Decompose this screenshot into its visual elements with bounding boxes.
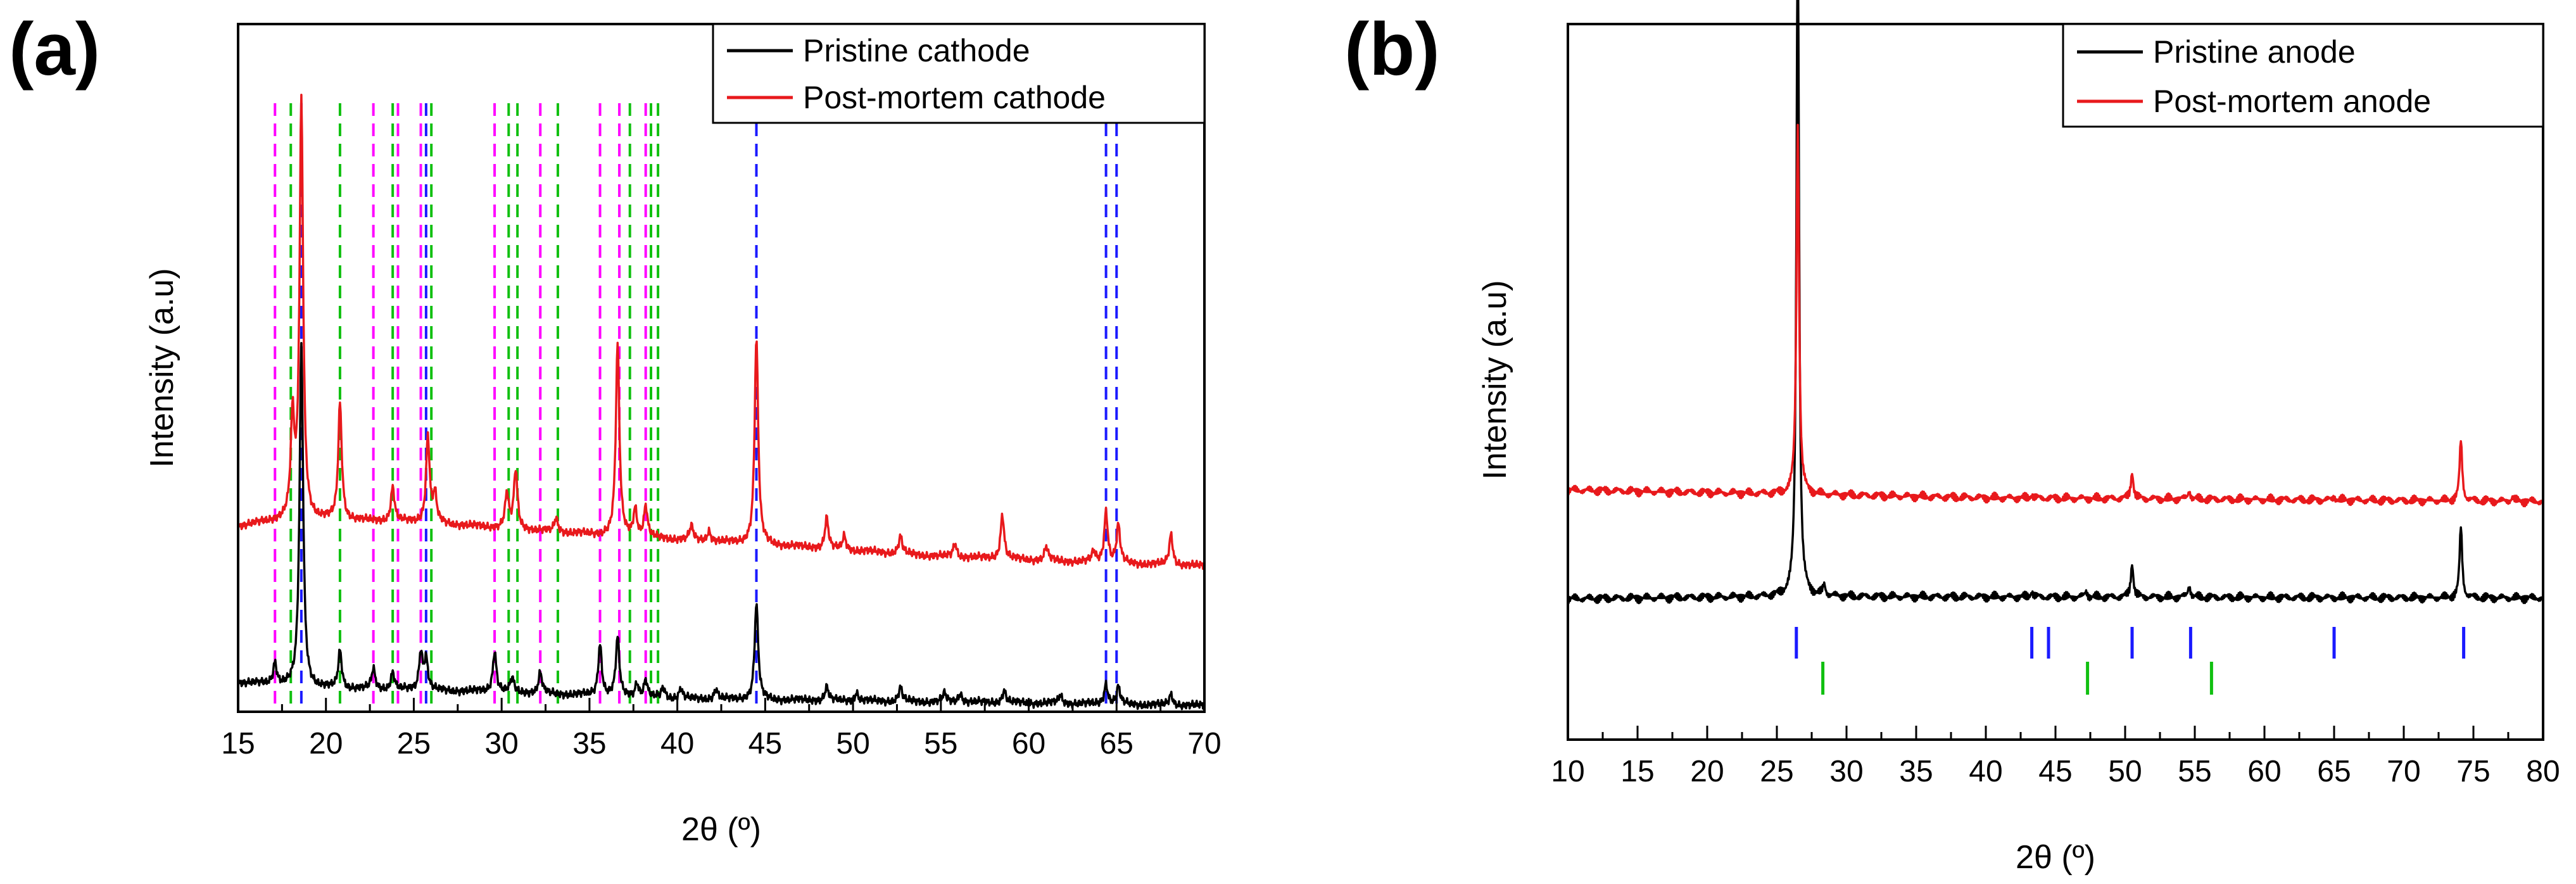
series-line-1	[237, 94, 1206, 571]
x-tick-label: 50	[836, 727, 869, 761]
x-tick-label: 20	[1690, 755, 1724, 788]
legend-a: Pristine cathode Post-mortem cathode	[712, 23, 1206, 124]
x-tick-label: 75	[2456, 755, 2490, 788]
legend-label-pristine-cathode: Pristine cathode	[803, 33, 1030, 68]
x-tick-label: 45	[2038, 755, 2072, 788]
x-tick-label: 35	[1899, 755, 1933, 788]
x-axis-title-a: 2θ (º)	[681, 811, 761, 848]
y-axis-title-a: Intensity (a.u)	[144, 268, 180, 467]
x-tick-label: 65	[1100, 727, 1133, 761]
reference-lines-cathode	[274, 103, 1118, 709]
x-tick-label: 25	[397, 727, 431, 761]
plot-frame-a	[237, 23, 1206, 713]
x-tick-label: 25	[1760, 755, 1793, 788]
x-tick-label: 40	[1969, 755, 2002, 788]
legend-box-b	[2062, 23, 2544, 128]
x-tick-label: 50	[2108, 755, 2142, 788]
x-tick-label: 55	[924, 727, 957, 761]
legend-box-a	[712, 23, 1206, 124]
series-line-0	[1567, 0, 2544, 605]
x-ticks-cathode: 15 20 25 30 35 40 45 50 55 60 65 70	[221, 698, 1222, 761]
x-ticks-anode: 10 15 20 25 30 35 40 45 50 55 60 65 70 75 80	[1551, 726, 2560, 788]
x-axis-title-b: 2θ (º)	[2016, 839, 2095, 876]
plot-frame-b	[1567, 23, 2544, 741]
x-tick-label: 20	[309, 727, 343, 761]
x-tick-label: 15	[221, 727, 255, 761]
x-tick-label: 65	[2317, 755, 2351, 788]
panel-label-a: (a)	[9, 8, 100, 91]
legend-label-postmortem-anode: Post-mortem anode	[2153, 84, 2431, 119]
panel-label-b: (b)	[1344, 8, 1440, 91]
series-anode	[1567, 0, 2544, 605]
y-axis-title-b: Intensity (a.u)	[1477, 280, 1513, 479]
x-tick-label: 80	[2526, 755, 2560, 788]
x-tick-label: 40	[660, 727, 694, 761]
x-tick-label: 45	[748, 727, 782, 761]
reference-ticks-anode	[1795, 627, 2466, 695]
x-tick-label: 15	[1620, 755, 1654, 788]
series-line-0	[237, 341, 1206, 710]
x-tick-label: 70	[1187, 727, 1221, 761]
series-cathode	[237, 94, 1206, 710]
legend-b: Pristine anode Post-mortem anode	[2062, 23, 2544, 128]
plot-anode: 10 15 20 25 30 35 40 45 50 55 60 65 70 75 80 Intensity…	[1477, 0, 2560, 876]
legend-label-pristine-anode: Pristine anode	[2153, 34, 2356, 70]
x-tick-label: 60	[1012, 727, 1045, 761]
plot-cathode: 15 20 25 30 35 40 45 50 55 60 65 70 Intensity (a.u)…	[144, 23, 1222, 848]
x-tick-label: 10	[1551, 755, 1584, 788]
x-tick-label: 60	[2247, 755, 2281, 788]
x-tick-label: 35	[572, 727, 606, 761]
x-tick-label: 70	[2387, 755, 2420, 788]
series-line-1	[1567, 123, 2544, 508]
x-tick-label: 30	[1829, 755, 1863, 788]
x-tick-label: 30	[484, 727, 518, 761]
x-tick-label: 55	[2178, 755, 2211, 788]
legend-label-postmortem-cathode: Post-mortem cathode	[803, 80, 1106, 115]
